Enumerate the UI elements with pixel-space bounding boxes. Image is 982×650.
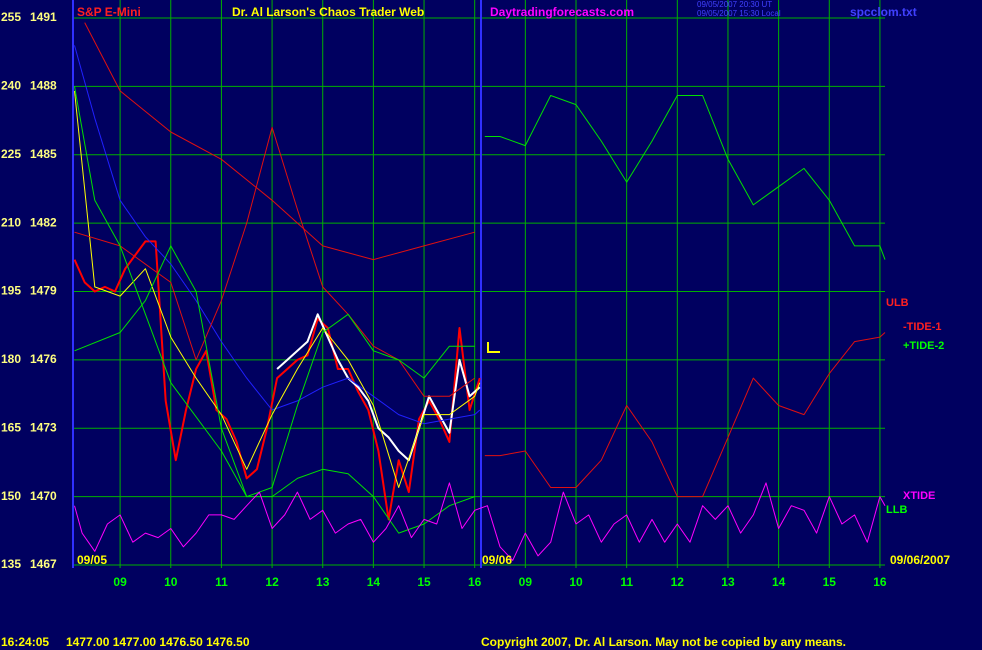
timestamp: 09/05/2007 20:30 UT <box>697 0 772 9</box>
y2-tick-label: 1473 <box>30 420 57 434</box>
grid <box>73 0 885 568</box>
y-tick-label: 240 <box>1 79 21 93</box>
y2-tick-label: 1485 <box>30 147 57 161</box>
series-line <box>276 313 481 462</box>
series-line <box>74 482 886 561</box>
x-tick-label: 13 <box>721 575 735 589</box>
date-label: 09/05 <box>77 553 107 567</box>
footer-time: 16:24:05 <box>1 635 49 649</box>
lines <box>73 22 886 561</box>
y2-tick-label: 1470 <box>30 489 57 503</box>
x-tick-label: 09 <box>113 575 127 589</box>
series-line <box>84 22 475 261</box>
x-tick-label: 14 <box>772 575 786 589</box>
chart-title: Dr. Al Larson's Chaos Trader Web <box>232 5 424 19</box>
line-label: ULB <box>886 297 909 309</box>
x-tick-label: 12 <box>265 575 279 589</box>
line-label: LLB <box>886 504 907 516</box>
timestamp: 09/05/2007 15:30 Local <box>697 9 781 18</box>
x-tick-label: 09 <box>519 575 533 589</box>
series-line <box>74 245 475 498</box>
copyright: Copyright 2007, Dr. Al Larson. May not b… <box>481 635 846 649</box>
series-line <box>74 45 481 425</box>
x-tick-label: 11 <box>215 575 228 589</box>
y-tick-label: 210 <box>1 215 21 229</box>
y-tick-label: 180 <box>1 352 21 366</box>
series-line <box>73 240 481 521</box>
x-tick-label: 16 <box>873 575 887 589</box>
y-tick-label: 150 <box>1 489 21 503</box>
line-label: +TIDE-2 <box>903 340 944 352</box>
x-tick-label: 15 <box>417 575 431 589</box>
labels: S&P E-Mini Dr. Al Larson's Chaos Trader … <box>1 0 950 649</box>
line-label: -TIDE-1 <box>903 321 942 333</box>
x-tick-label: 15 <box>823 575 837 589</box>
y-tick-label: 255 <box>1 10 21 24</box>
y-tick-label: 195 <box>1 284 21 298</box>
y2-tick-label: 1467 <box>30 557 57 571</box>
y2-tick-label: 1476 <box>30 352 57 366</box>
marker-l <box>487 342 500 353</box>
x-tick-label: 12 <box>671 575 685 589</box>
y2-tick-label: 1491 <box>30 10 57 24</box>
y-tick-label: 165 <box>1 420 21 434</box>
file-name: spcclom.txt <box>850 5 917 19</box>
footer-quote: 1477.00 1477.00 1476.50 1476.50 <box>66 635 250 649</box>
date-label: 09/06 <box>482 553 512 567</box>
x-tick-label: 13 <box>316 575 330 589</box>
series-line <box>74 86 475 534</box>
series-line <box>74 126 475 397</box>
site: Daytradingforecasts.com <box>490 5 634 19</box>
line-label: XTIDE <box>903 490 935 502</box>
x-tick-label: 14 <box>367 575 381 589</box>
x-tick-label: 10 <box>569 575 583 589</box>
symbol: S&P E-Mini <box>77 5 141 19</box>
y2-tick-label: 1479 <box>30 284 57 298</box>
x-tick-label: 10 <box>164 575 178 589</box>
y-tick-label: 225 <box>1 147 21 161</box>
y2-tick-label: 1488 <box>30 79 57 93</box>
series-line <box>484 332 886 498</box>
x-tick-label: 11 <box>620 575 633 589</box>
date-label: 09/06/2007 <box>890 553 950 567</box>
y-tick-label: 135 <box>1 557 21 571</box>
x-tick-label: 16 <box>468 575 482 589</box>
series-line <box>484 95 886 260</box>
series-line <box>74 90 481 488</box>
y2-tick-label: 1482 <box>30 215 57 229</box>
